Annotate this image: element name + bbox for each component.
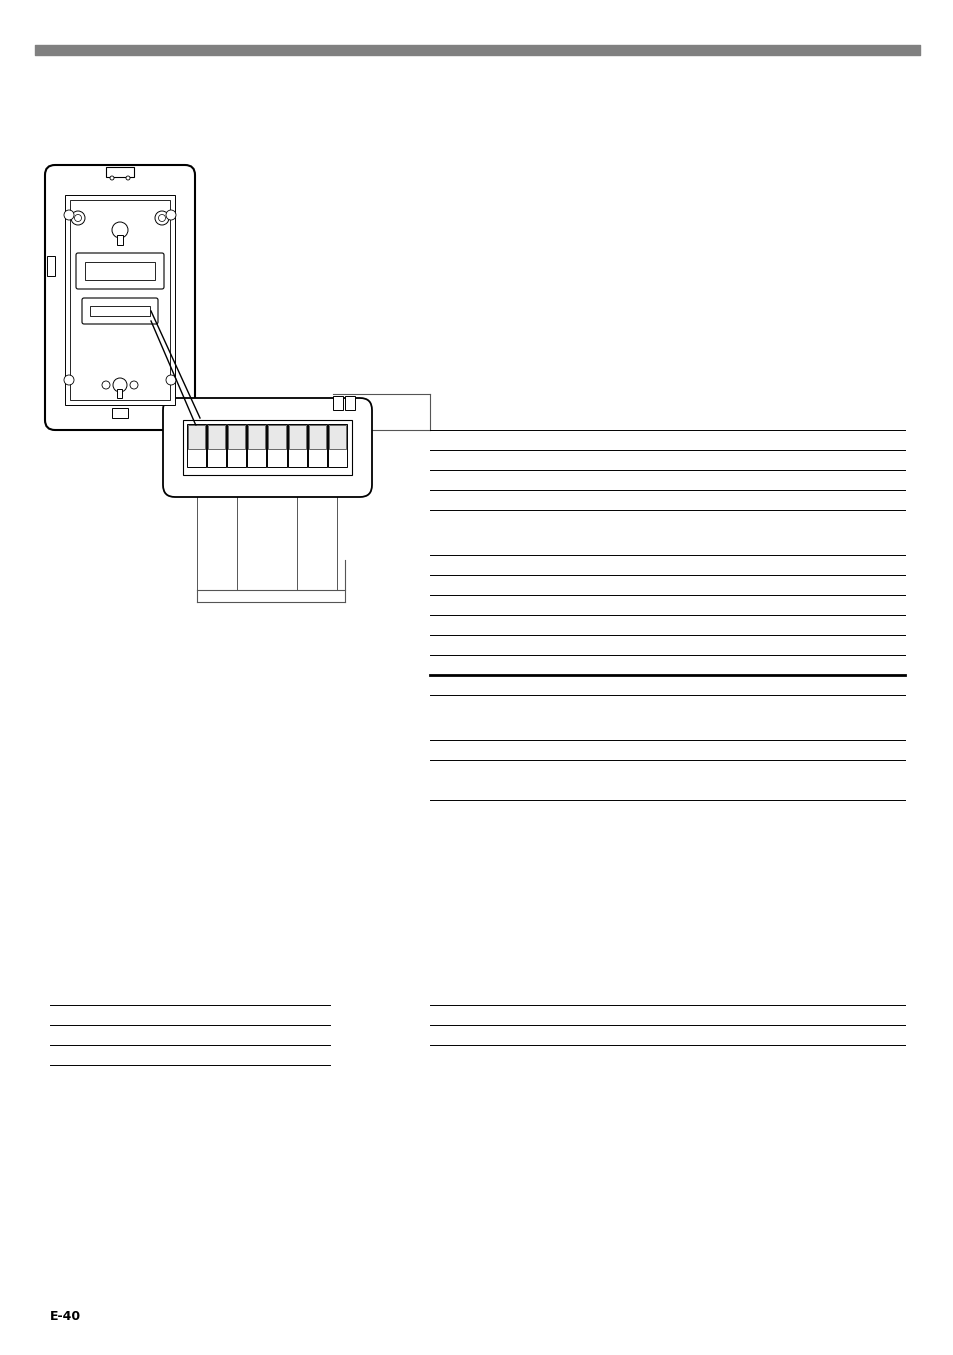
Bar [70,201,170,400]
Bar [188,425,205,449]
Bar [248,425,265,449]
Bar [207,424,226,467]
Bar [117,234,123,245]
Bar [328,424,347,467]
Bar [117,389,122,398]
Bar [227,424,246,467]
FancyBboxPatch shape [45,165,194,430]
Bar [308,424,327,467]
Bar [267,424,286,467]
Bar [85,262,154,280]
Bar [333,396,343,411]
Circle shape [110,176,113,180]
Text: E-40: E-40 [50,1310,81,1322]
Bar [345,396,355,411]
Bar [247,424,266,467]
Circle shape [71,211,85,225]
Circle shape [74,214,81,221]
Bar [289,425,305,449]
Bar [228,425,245,449]
FancyBboxPatch shape [76,253,164,289]
Circle shape [158,214,165,221]
Bar [183,420,352,476]
Circle shape [112,378,127,392]
Circle shape [166,375,175,385]
Circle shape [154,211,169,225]
FancyBboxPatch shape [163,398,372,497]
Circle shape [126,176,130,180]
Bar [112,408,128,417]
Circle shape [102,381,110,389]
FancyBboxPatch shape [82,298,158,324]
Bar [268,425,285,449]
Circle shape [166,210,175,220]
Bar [90,306,150,316]
Bar [287,424,307,467]
Bar [187,424,206,467]
Circle shape [64,210,74,220]
Bar [309,425,326,449]
Bar [329,425,346,449]
Bar [208,425,225,449]
Bar [106,167,133,178]
Circle shape [130,381,138,389]
Circle shape [64,375,74,385]
Bar [65,195,174,405]
Circle shape [112,222,128,238]
Bar [47,256,55,276]
